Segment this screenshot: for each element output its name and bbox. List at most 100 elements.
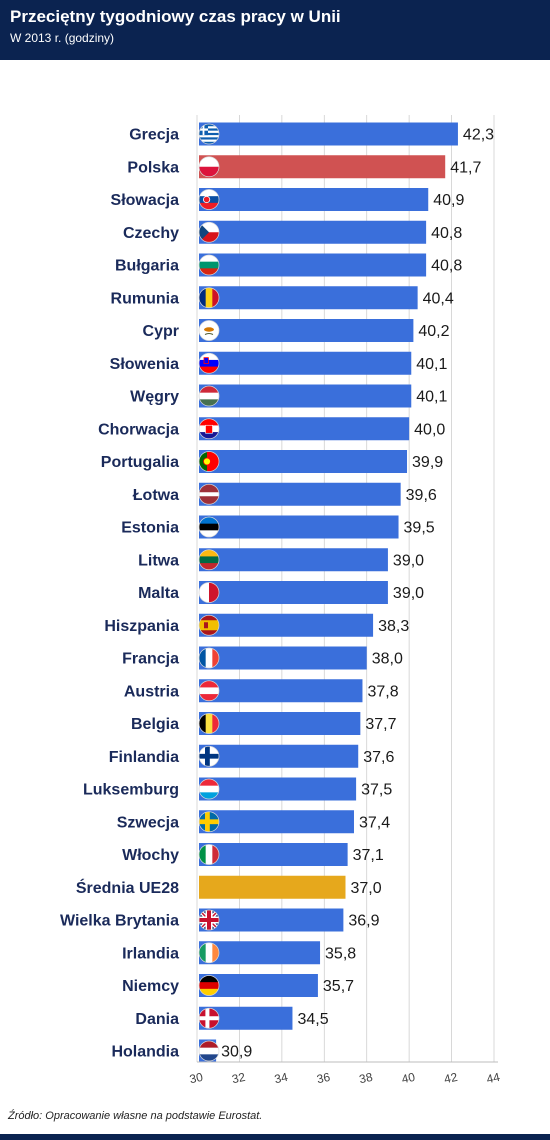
bar-row: Grecja 42,3 (129, 122, 494, 146)
flag-icon (198, 483, 220, 505)
bar-row: Malta 39,0 (138, 581, 424, 604)
bar (199, 908, 344, 932)
bar (199, 155, 446, 179)
bar (199, 974, 318, 997)
flag-icon (198, 975, 220, 996)
x-tick-label: 36 (315, 1070, 331, 1087)
flag-icon (198, 942, 220, 964)
bar (199, 548, 388, 572)
bar (199, 188, 429, 211)
bar (199, 319, 414, 342)
flag-icon (198, 320, 220, 341)
bar-row: Polska 41,7 (127, 155, 481, 179)
bar-row: Łotwa 39,6 (133, 482, 437, 506)
chart-header: Przeciętny tygodniowy czas pracy w Unii … (0, 0, 550, 60)
bar-row: Bułgaria 40,8 (115, 253, 462, 277)
value-label: 37,0 (351, 880, 382, 897)
value-label: 35,7 (323, 978, 354, 995)
bar (199, 122, 458, 146)
category-label: Słowacja (111, 192, 180, 209)
bar-row: Słowacja 40,9 (111, 188, 464, 211)
value-label: 40,1 (416, 356, 447, 373)
category-label: Dania (135, 1011, 179, 1028)
x-tick-label: 34 (273, 1070, 289, 1087)
value-label: 37,5 (361, 782, 392, 799)
bar (199, 777, 357, 801)
value-label: 38,0 (372, 651, 403, 668)
bar-row: Chorwacja 40,0 (98, 417, 445, 441)
bar-row: Węgry 40,1 (130, 384, 448, 408)
flag-icon (198, 647, 220, 669)
value-label: 39,9 (412, 454, 443, 471)
bar-row: Austria 37,8 (124, 679, 399, 703)
value-label: 39,0 (393, 552, 424, 569)
category-label: Luksemburg (83, 782, 179, 799)
x-tick-label: 32 (231, 1070, 247, 1087)
category-label: Litwa (138, 552, 179, 569)
bar-row: Szwecja 37,4 (117, 810, 390, 834)
category-label: Francja (122, 651, 179, 668)
bar-row: Irlandia 35,8 (122, 941, 356, 965)
bar-row: Rumunia 40,4 (111, 286, 454, 310)
bar-row: Średnia UE28 37,0 (76, 875, 382, 899)
bar (199, 712, 361, 735)
bar-chart: Grecja 42,3 Polska 41,7 Słowacja 40,9 Czechy 40… (60, 115, 501, 1087)
bars: Grecja 42,3 Polska 41,7 Słowacja 40,9 Czechy 40… (60, 122, 494, 1063)
value-label: 36,9 (348, 913, 379, 930)
bottom-rule (0, 1134, 550, 1140)
x-tick-label: 30 (188, 1070, 204, 1087)
value-label: 37,7 (365, 716, 396, 733)
x-tick-labels: 30 32 34 36 38 40 42 44 (188, 1070, 501, 1087)
x-tick-label: 44 (485, 1070, 501, 1087)
bar (199, 941, 321, 965)
bar (199, 810, 354, 834)
source-note: Źródło: Opracowanie własne na podstawie … (8, 1110, 263, 1122)
category-label: Szwecja (117, 814, 179, 831)
flag-icon (198, 614, 220, 636)
category-label: Niemcy (122, 978, 179, 995)
flag-icon (198, 1007, 220, 1029)
category-label: Holandia (111, 1044, 179, 1061)
bar-row: Francja 38,0 (122, 646, 403, 670)
flag-icon (198, 713, 220, 734)
bar-row: Finlandia 37,6 (109, 744, 394, 768)
bar (199, 646, 367, 670)
value-label: 40,2 (418, 323, 449, 340)
bar (199, 253, 427, 277)
bar (199, 1006, 293, 1030)
flag-icon (198, 352, 220, 374)
bar-row: Hiszpania 38,3 (104, 613, 409, 637)
value-label: 37,4 (359, 814, 390, 831)
flag-icon (198, 189, 220, 210)
bar (199, 384, 412, 408)
category-label: Irlandia (122, 945, 179, 962)
flag-icon (198, 909, 220, 931)
bar-row: Belgia 37,7 (131, 712, 397, 735)
flag-icon (198, 123, 220, 145)
bar-row: Dania 34,5 (135, 1006, 329, 1030)
category-label: Bułgaria (115, 258, 179, 275)
category-label: Portugalia (101, 454, 179, 471)
value-label: 40,4 (423, 290, 454, 307)
bar-row: Cypr 40,2 (143, 319, 450, 342)
x-tick-label: 42 (443, 1070, 459, 1087)
bar-row: Litwa 39,0 (138, 548, 424, 572)
value-label: 39,6 (406, 487, 437, 504)
category-label: Finlandia (109, 749, 179, 766)
category-label: Cypr (143, 323, 179, 340)
x-tick-label: 38 (358, 1070, 374, 1087)
value-label: 42,3 (463, 127, 494, 144)
category-label: Grecja (129, 127, 179, 144)
flag-icon (198, 451, 220, 472)
value-label: 37,6 (363, 749, 394, 766)
bar (199, 286, 418, 310)
category-label: Czechy (123, 225, 179, 242)
value-label: 40,1 (416, 389, 447, 406)
value-label: 41,7 (450, 159, 481, 176)
category-label: Włochy (122, 847, 179, 864)
value-label: 40,9 (433, 192, 464, 209)
category-label: Belgia (131, 716, 179, 733)
bar (199, 220, 427, 244)
flag-icon (198, 582, 220, 603)
